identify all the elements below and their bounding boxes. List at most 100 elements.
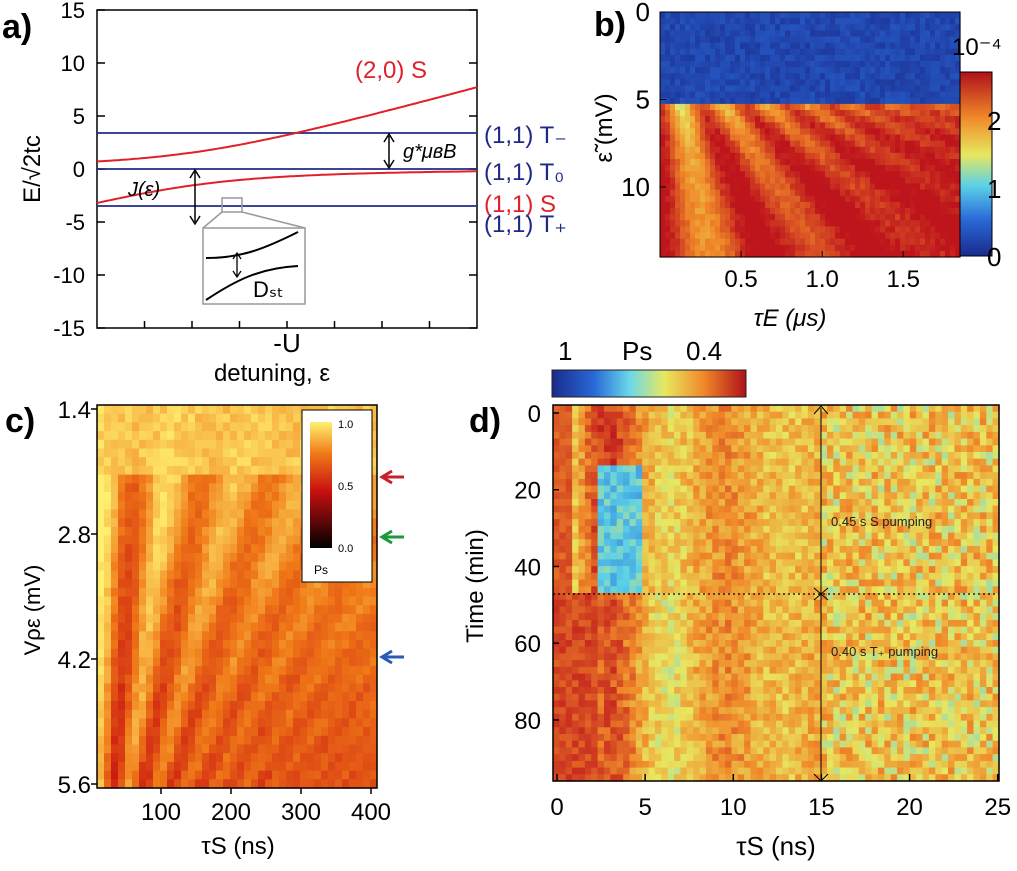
c-heat-cell (181, 657, 189, 667)
c-heat-cell (209, 439, 217, 450)
b-heat-cell (955, 128, 961, 136)
c-heat-cell (195, 457, 203, 467)
c-heat-cell (272, 431, 280, 441)
b-heat-cell (705, 220, 711, 227)
b-heat-cell (850, 140, 856, 148)
b-heat-cell (745, 134, 751, 142)
b-heat-cell (955, 134, 961, 142)
c-heat-cell (97, 474, 105, 484)
c-heat-cell (216, 474, 224, 484)
b-heat-cell (685, 48, 691, 56)
b-heat-cell (780, 36, 786, 44)
b-heat-cell (690, 214, 696, 221)
c-heat-cell (230, 744, 238, 754)
b-heat-cell (910, 226, 916, 234)
d-heat-cell (572, 445, 580, 453)
c-heat-cell (104, 500, 112, 511)
c-heat-cell (244, 613, 252, 624)
b-heat-cell (925, 73, 931, 80)
b-heat-cell (825, 85, 831, 93)
b-heat-cell (860, 116, 866, 123)
b-heat-cell (820, 238, 826, 246)
c-heat-cell (181, 422, 189, 432)
b-heat-cell (950, 250, 956, 258)
c-heat-cell (139, 744, 147, 754)
b-heat-cell (860, 67, 866, 74)
c-heat-cell (230, 413, 238, 423)
b-heat-cell (855, 79, 861, 87)
d-heat-cell (572, 465, 580, 473)
b-heat-cell (880, 146, 886, 154)
b-heat-cell (955, 201, 961, 209)
b-heat-cell (815, 171, 821, 178)
b-heat-cell (950, 48, 956, 56)
b-heat-cell (935, 116, 941, 123)
c-heat-cell (258, 779, 266, 789)
b-heat-cell (935, 48, 941, 56)
c-heat-cell (153, 666, 161, 676)
c-heat-cell (139, 587, 147, 598)
b-heat-cell (865, 134, 871, 142)
c-heat-cell (132, 666, 140, 676)
b-heat-cell (830, 159, 836, 166)
b-heat-cell (855, 54, 861, 62)
d-heat-cell (769, 405, 777, 413)
b-heat-cell (860, 171, 866, 178)
b-heat-cell (825, 183, 831, 191)
b-heat-cell (790, 24, 796, 31)
c-heat-cell (195, 553, 203, 563)
b-heat-cell (720, 244, 726, 252)
b-heat-cell (920, 91, 926, 99)
b-heat-cell (940, 97, 946, 105)
b-heat-cell (935, 12, 941, 19)
c-heat-cell (223, 579, 231, 589)
b-heat-cell (850, 238, 856, 246)
c-heat-cell (363, 744, 371, 754)
b-heat-cell (910, 85, 916, 93)
c-heat-cell (342, 631, 350, 641)
d-heat-cell (807, 431, 815, 440)
b-heat-cell (820, 42, 826, 50)
b-heat-cell (955, 146, 961, 154)
c-heat-cell (139, 439, 147, 450)
d-heat-cell (604, 438, 611, 446)
b-heat-cell (920, 79, 926, 87)
b-heat-cell (705, 140, 711, 148)
b-heat-cell (850, 134, 856, 142)
b-heat-cell (680, 122, 686, 129)
c-heat-cell (272, 674, 280, 685)
b-heat-cell (715, 250, 721, 258)
b-heat-cell (905, 134, 911, 142)
b-heat-cell (705, 159, 711, 166)
b-heat-cell (915, 238, 921, 246)
d-heat-cell (629, 425, 637, 433)
b-heat-cell (720, 177, 726, 185)
d-heat-cell (986, 418, 994, 426)
b-heat-cell (950, 36, 956, 44)
c-heat-cell (342, 613, 350, 624)
b-heat-cell (930, 103, 936, 111)
b-heat-cell (780, 18, 786, 25)
b-heat-cell (760, 201, 766, 209)
b-heat-cell (700, 85, 706, 93)
b-heat-cell (840, 232, 846, 240)
b-heat-cell (740, 201, 746, 209)
c-heat-cell (104, 544, 112, 554)
c-heat-cell (293, 579, 301, 589)
c-heat-cell (272, 526, 280, 537)
b-heat-cell (725, 214, 731, 221)
c-heat-cell (125, 465, 133, 476)
c-heat-cell (300, 613, 308, 624)
b-heat-cell (945, 73, 951, 80)
b-heat-cell (690, 165, 696, 172)
c-heat-cell (118, 526, 126, 537)
c-heat-cell (265, 561, 273, 571)
b-heat-cell (830, 226, 836, 234)
d-heat-cell (565, 405, 573, 413)
b-heat-cell (710, 116, 716, 123)
b-heat-cell (775, 189, 781, 197)
d-heat-cell (731, 411, 739, 419)
c-heat-cell (230, 500, 238, 511)
b-heat-cell (890, 103, 896, 111)
d-heat-cell (960, 452, 968, 460)
